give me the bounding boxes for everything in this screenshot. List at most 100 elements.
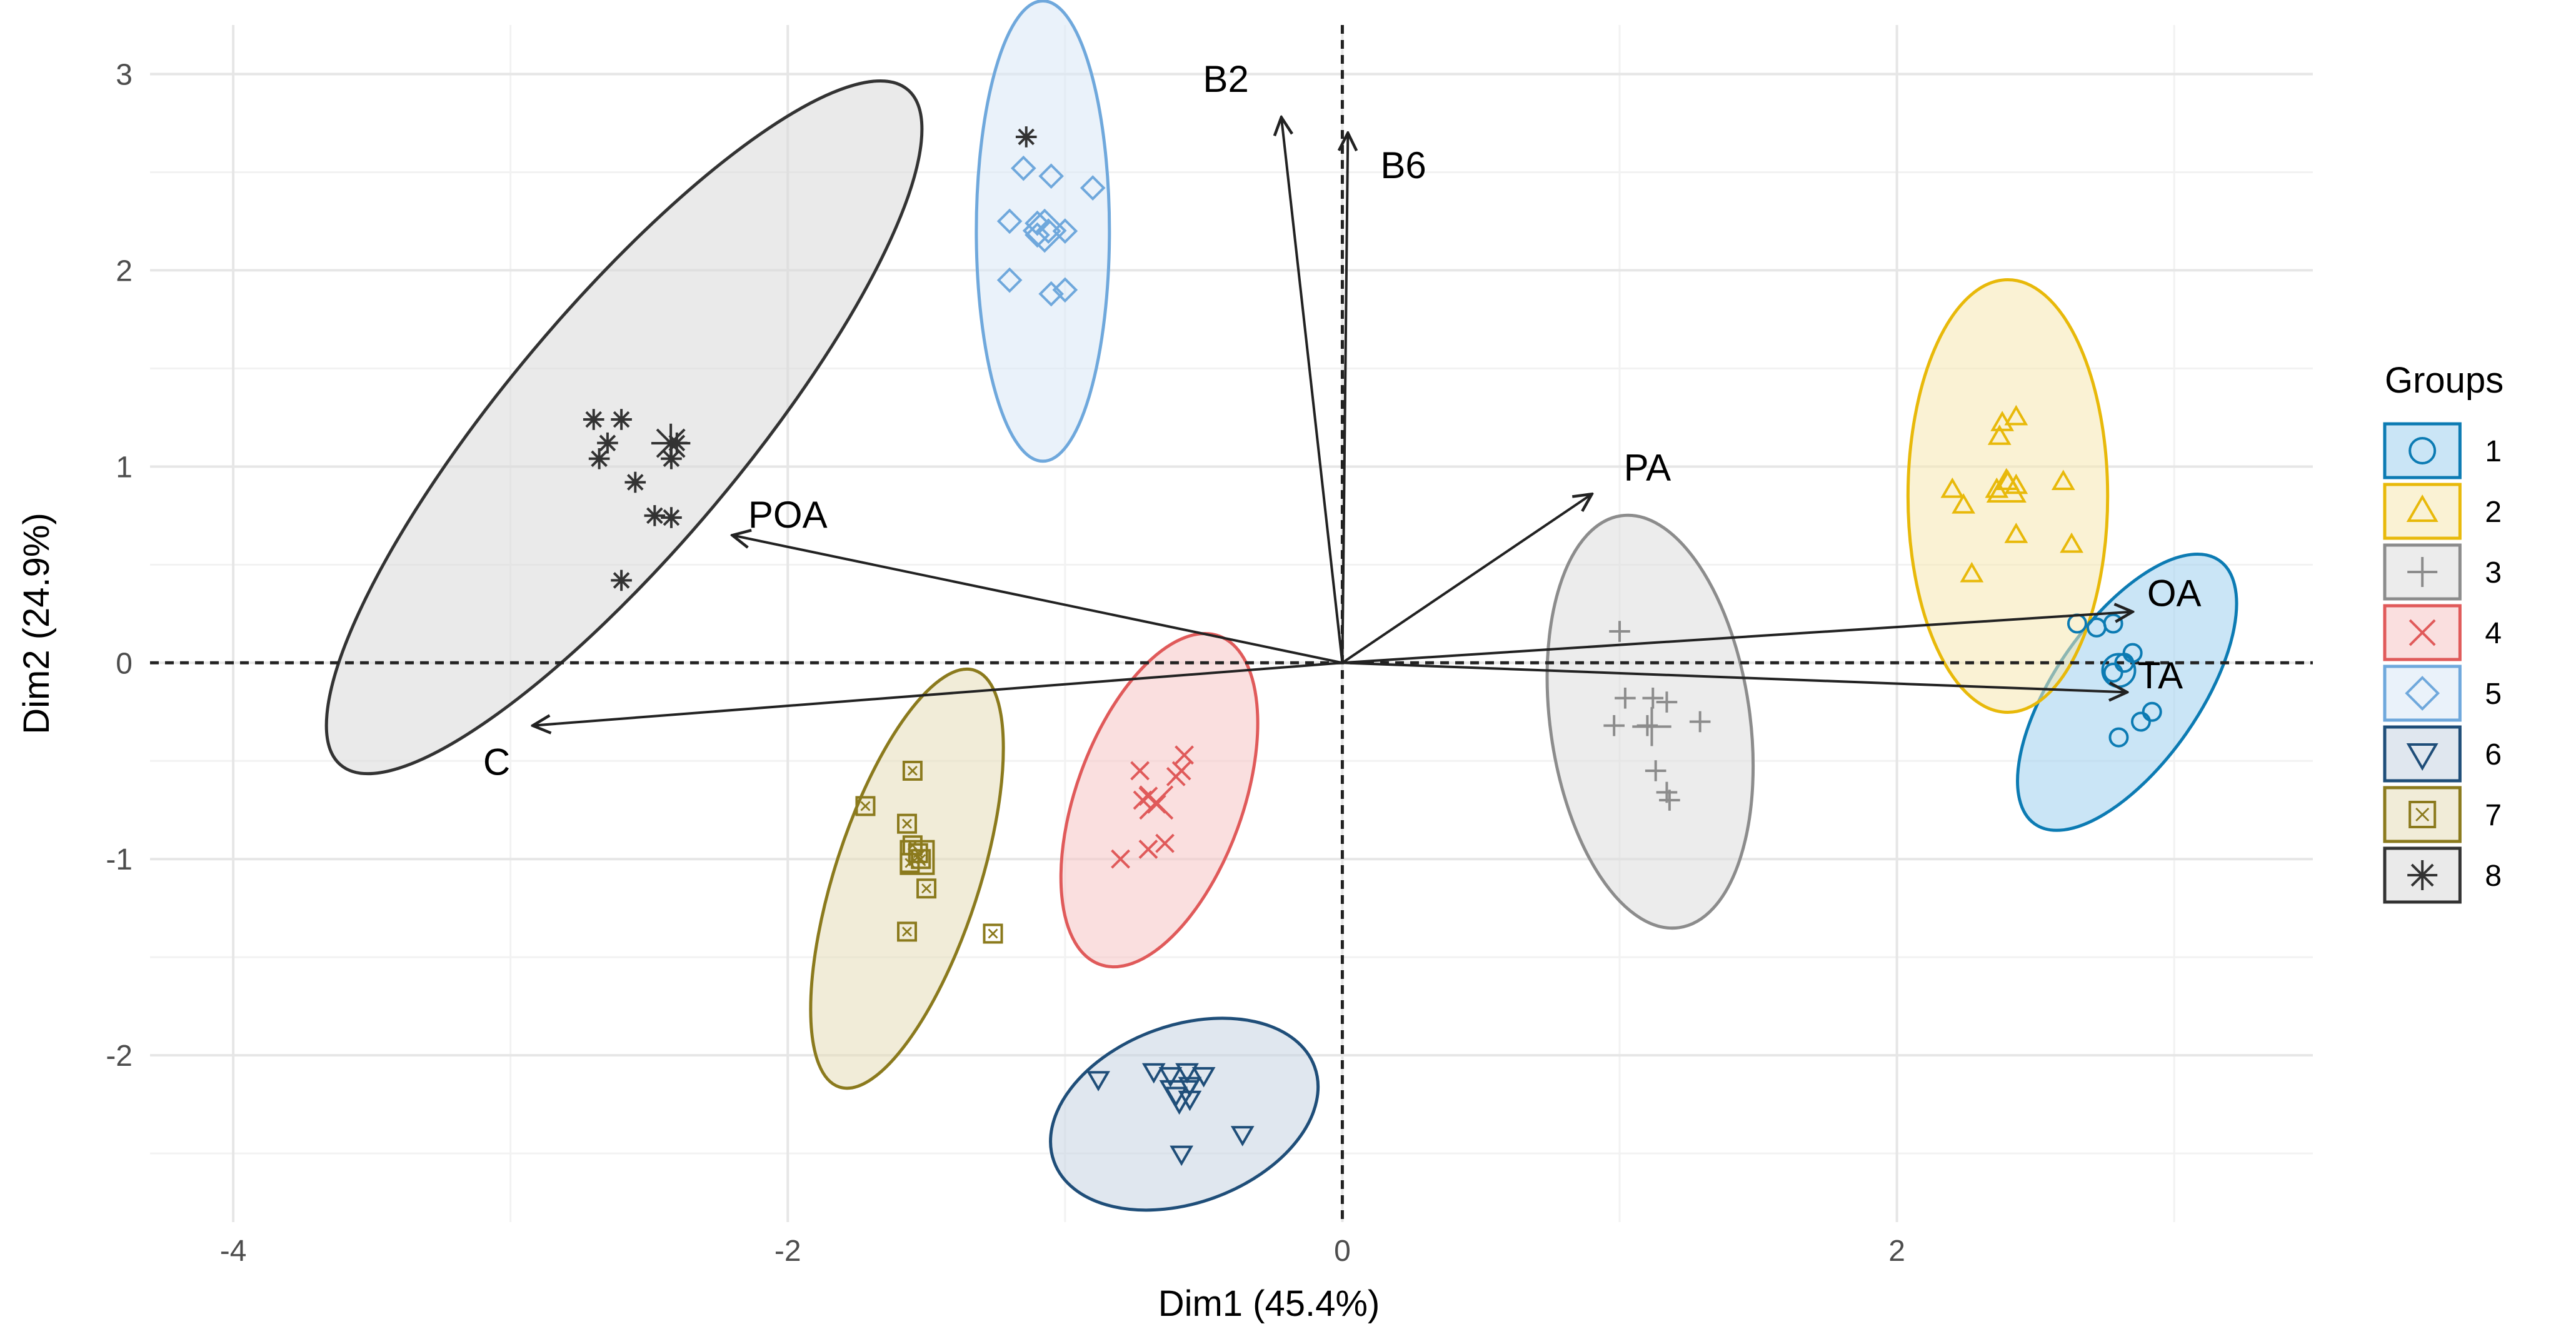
legend-label-6: 6 — [2485, 738, 2502, 771]
point-group-2 — [2004, 473, 2028, 494]
group-ellipses — [324, 0, 2238, 1212]
point-group-5 — [1080, 175, 1106, 201]
y-tick-label: 3 — [116, 58, 133, 91]
point-group-4 — [1155, 833, 1175, 853]
point-group-6 — [1170, 1145, 1194, 1166]
legend-symbol-2 — [2406, 494, 2438, 522]
legend-symbol-6 — [2406, 743, 2438, 771]
point-group-7 — [897, 921, 917, 942]
legend-symbol-3 — [2407, 557, 2438, 587]
point-group-3 — [1603, 715, 1625, 736]
point-group-8 — [624, 471, 646, 493]
legend-symbol-8 — [2407, 860, 2438, 890]
point-group-7 — [983, 923, 1003, 944]
point-group-5 — [1052, 277, 1078, 303]
y-tick-label: 0 — [116, 647, 133, 680]
point-group-4 — [1130, 761, 1150, 781]
point-group-5 — [1038, 163, 1064, 189]
y-axis-title: Dim2 (24.9%) — [16, 513, 57, 735]
point-group-1 — [2103, 613, 2123, 634]
legend-label-3: 3 — [2485, 556, 2502, 589]
arrow-label-OA: OA — [2147, 572, 2202, 614]
legend-label-5: 5 — [2485, 678, 2502, 711]
ellipse-group-2 — [1906, 278, 2110, 714]
x-tick-label: -2 — [774, 1235, 801, 1268]
arrow-label-POA: POA — [748, 494, 828, 536]
centroid-group-3 — [1632, 707, 1671, 746]
point-group-2 — [1952, 493, 1975, 514]
legend-key-4 — [2383, 604, 2462, 661]
arrow-B2 — [1281, 118, 1344, 663]
legend-label-1: 1 — [2485, 435, 2502, 468]
legend-item-4: 4 — [2383, 604, 2502, 661]
point-group-3 — [1615, 687, 1636, 709]
ellipse-group-7 — [809, 667, 1005, 1090]
legend-label-8: 8 — [2485, 860, 2502, 893]
point-group-2 — [2004, 404, 2028, 426]
legend-key-7 — [2383, 786, 2462, 843]
point-group-2 — [1987, 424, 2012, 445]
legend-item-5: 5 — [2383, 664, 2502, 722]
legend-key-2 — [2383, 483, 2462, 540]
arrow-OA — [1342, 612, 2132, 664]
arrow-label-TA: TA — [2138, 654, 2183, 696]
arrow-label-PA: PA — [1624, 446, 1671, 488]
x-axis-title: Dim1 (45.4%) — [1158, 1283, 1380, 1324]
point-group-3 — [1656, 691, 1678, 713]
legend-item-6: 6 — [2383, 725, 2502, 783]
point-group-2 — [2051, 469, 2075, 490]
point-group-3 — [1609, 621, 1630, 642]
point-group-1 — [2130, 711, 2151, 732]
legend-key-5 — [2383, 664, 2462, 722]
point-group-5 — [996, 208, 1023, 234]
arrow-label-B2: B2 — [1203, 58, 1248, 100]
legend-item-3: 3 — [2383, 543, 2502, 601]
legend-symbol-4 — [2408, 619, 2436, 646]
legend-label-4: 4 — [2485, 617, 2502, 650]
y-tick-label: 1 — [116, 451, 133, 484]
y-tick-label: -2 — [106, 1040, 133, 1073]
point-group-5 — [996, 267, 1023, 293]
group-points — [583, 126, 2162, 1166]
legend-key-1 — [2383, 422, 2462, 479]
point-group-1 — [2108, 727, 2129, 748]
centroid-group-2 — [1986, 468, 2027, 503]
centroid-group-8 — [651, 423, 691, 463]
legend-item-8: 8 — [2383, 846, 2502, 904]
point-group-8 — [583, 409, 604, 430]
point-group-5 — [1025, 222, 1050, 248]
point-group-6 — [1158, 1067, 1183, 1088]
ellipse-group-8 — [324, 79, 924, 776]
point-group-6 — [1175, 1063, 1199, 1084]
point-group-4 — [1175, 745, 1195, 765]
point-group-4 — [1111, 849, 1130, 869]
point-group-2 — [1940, 477, 1965, 498]
arrow-POA — [733, 535, 1343, 664]
legend-item-7: 7 — [2383, 786, 2502, 843]
point-group-8 — [1015, 126, 1037, 148]
axis-ticks: -4 -2 0 2 -2 -1 0 1 2 3 — [106, 58, 1905, 1268]
variable-arrows: B2 B6 PA POA C OA TA — [483, 58, 2202, 783]
legend-symbol-7 — [2408, 801, 2437, 828]
arrow-PA — [1341, 494, 1591, 664]
legend-title: Groups — [2385, 360, 2503, 401]
point-group-1 — [2142, 701, 2162, 722]
arrow-label-C: C — [483, 741, 510, 783]
point-group-8 — [597, 432, 618, 454]
point-group-1 — [2103, 662, 2123, 683]
point-group-8 — [661, 507, 682, 528]
legend-symbol-1 — [2408, 437, 2437, 464]
legend: Groups 1 2 3 4 5 6 7 8 — [2383, 360, 2503, 904]
arrow-TA — [1342, 661, 2127, 692]
x-tick-label: 2 — [1888, 1235, 1905, 1268]
point-group-3 — [1689, 711, 1711, 733]
centroid-group-7 — [900, 840, 935, 875]
point-group-2 — [2004, 523, 2028, 543]
ellipse-group-3 — [1545, 513, 1755, 930]
arrow-B6 — [1342, 133, 1348, 663]
point-group-5 — [1010, 155, 1036, 181]
point-group-2 — [1985, 477, 2009, 498]
point-group-6 — [1230, 1126, 1255, 1146]
point-group-7 — [916, 878, 937, 899]
